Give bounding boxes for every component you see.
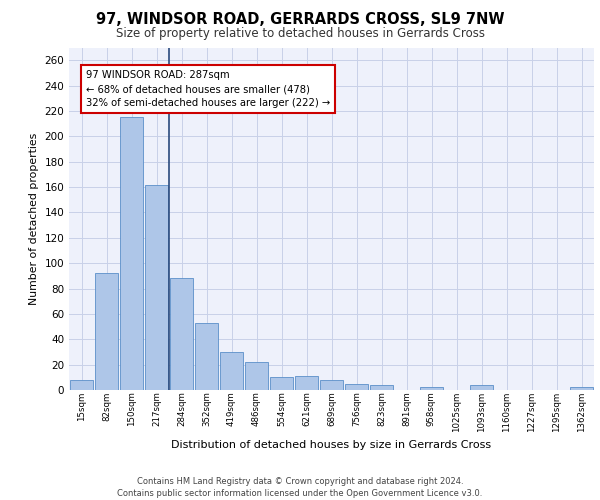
Y-axis label: Number of detached properties: Number of detached properties	[29, 132, 39, 305]
Bar	[470, 385, 493, 390]
Bar	[370, 385, 394, 390]
Bar	[419, 388, 443, 390]
Bar	[119, 118, 143, 390]
Bar	[245, 362, 268, 390]
Bar	[170, 278, 193, 390]
X-axis label: Distribution of detached houses by size in Gerrards Cross: Distribution of detached houses by size …	[172, 440, 491, 450]
Bar	[220, 352, 244, 390]
Bar	[95, 274, 118, 390]
Text: Size of property relative to detached houses in Gerrards Cross: Size of property relative to detached ho…	[115, 28, 485, 40]
Text: 97, WINDSOR ROAD, GERRARDS CROSS, SL9 7NW: 97, WINDSOR ROAD, GERRARDS CROSS, SL9 7N…	[96, 12, 504, 28]
Bar	[70, 380, 94, 390]
Bar	[269, 378, 293, 390]
Bar	[145, 184, 169, 390]
Bar	[320, 380, 343, 390]
Bar	[194, 323, 218, 390]
Text: Contains HM Land Registry data © Crown copyright and database right 2024.
Contai: Contains HM Land Registry data © Crown c…	[118, 476, 482, 498]
Text: 97 WINDSOR ROAD: 287sqm
← 68% of detached houses are smaller (478)
32% of semi-d: 97 WINDSOR ROAD: 287sqm ← 68% of detache…	[86, 70, 330, 108]
Bar	[344, 384, 368, 390]
Bar	[295, 376, 319, 390]
Bar	[569, 388, 593, 390]
